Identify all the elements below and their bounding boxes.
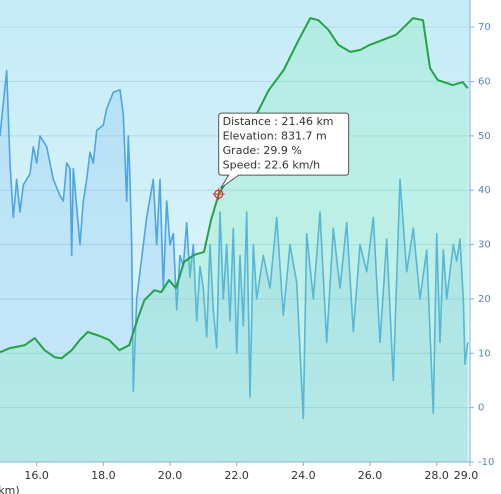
x-axis-label: (km)	[0, 484, 20, 494]
x-tick-label: 26.0	[358, 469, 383, 482]
y-tick-label: 0	[478, 403, 484, 414]
tooltip-line: Grade: 29.9 %	[223, 144, 302, 157]
y-tick-label: -10	[478, 457, 494, 468]
x-tick-label: 18.0	[91, 469, 116, 482]
y-tick-label: 50	[478, 131, 491, 142]
x-tick-label: 29.0	[454, 469, 479, 482]
tooltip-line: Distance : 21.46 km	[223, 115, 334, 128]
x-tick-label: 28.0	[424, 469, 449, 482]
tooltip-line: Speed: 22.6 km/h	[223, 159, 320, 172]
y-tick-label: 20	[478, 294, 491, 305]
tooltip-line: Elevation: 831.7 m	[223, 130, 327, 143]
y-tick-label: 10	[478, 348, 491, 359]
tooltip-box	[218, 112, 350, 189]
x-tick-label: 22.0	[224, 469, 249, 482]
x-tick-label: 20.0	[158, 469, 183, 482]
y-tick-label: 40	[478, 185, 491, 196]
series-line	[0, 17, 469, 360]
y-tick-label: 30	[478, 240, 491, 251]
y-tick-label: 70	[478, 22, 491, 33]
series-area	[0, 18, 468, 462]
x-tick-label: 16.0	[24, 469, 49, 482]
series-line	[0, 69, 469, 420]
y-tick-label: 60	[478, 77, 491, 88]
x-tick-label: 24.0	[291, 469, 316, 482]
